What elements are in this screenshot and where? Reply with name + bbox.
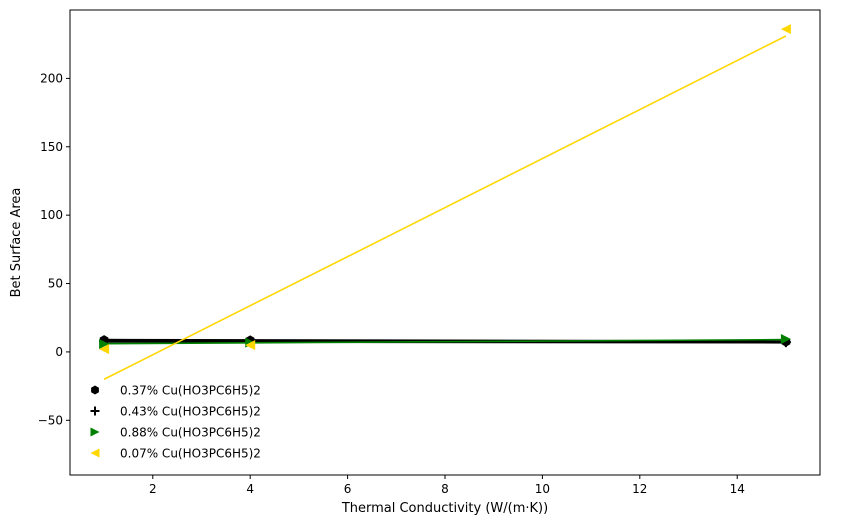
legend-label: 0.43% Cu(HO3PC6H5)2 [120, 405, 261, 419]
legend-label: 0.07% Cu(HO3PC6H5)2 [120, 447, 261, 461]
data-point-series-4 [99, 344, 110, 355]
data-point-series-4 [245, 340, 256, 351]
legend-label: 0.88% Cu(HO3PC6H5)2 [120, 426, 261, 440]
y-tick-label: 150 [40, 140, 63, 154]
legend-item: 0.07% Cu(HO3PC6H5)2 [90, 447, 261, 461]
x-tick-label: 4 [246, 482, 254, 496]
y-axis-label: Bet Surface Area [9, 188, 24, 298]
legend-marker [90, 427, 100, 437]
y-tick-label: −50 [38, 413, 63, 427]
legend-item: 0.43% Cu(HO3PC6H5)2 [90, 405, 261, 419]
y-tick-label: 50 [48, 277, 63, 291]
legend-label: 0.37% Cu(HO3PC6H5)2 [120, 384, 261, 398]
x-tick-label: 10 [535, 482, 550, 496]
x-tick-label: 8 [441, 482, 449, 496]
fit-line-series-4 [103, 35, 787, 380]
x-axis-label: Thermal Conductivity (W/(m·K)) [341, 501, 548, 516]
x-tick-label: 2 [149, 482, 157, 496]
legend-marker [91, 385, 99, 395]
x-tick-label: 12 [632, 482, 647, 496]
x-tick-label: 6 [344, 482, 352, 496]
y-tick-label: 100 [40, 208, 63, 222]
data-point-series-4 [780, 24, 791, 35]
legend-item: 0.37% Cu(HO3PC6H5)2 [91, 384, 261, 398]
legend-marker [90, 448, 100, 458]
fit-line-series-3 [104, 338, 786, 345]
legend: 0.37% Cu(HO3PC6H5)2 0.43% Cu(HO3PC6H5)2 0.… [90, 384, 261, 461]
y-tick-label: 200 [40, 71, 63, 85]
data-point-series-3 [99, 338, 110, 349]
y-tick-label: 0 [55, 345, 63, 359]
legend-item: 0.88% Cu(HO3PC6H5)2 [90, 426, 261, 440]
legend-marker [90, 406, 100, 416]
x-tick-label: 14 [730, 482, 745, 496]
data-point-series-3 [780, 334, 791, 345]
series-4 [99, 24, 791, 380]
